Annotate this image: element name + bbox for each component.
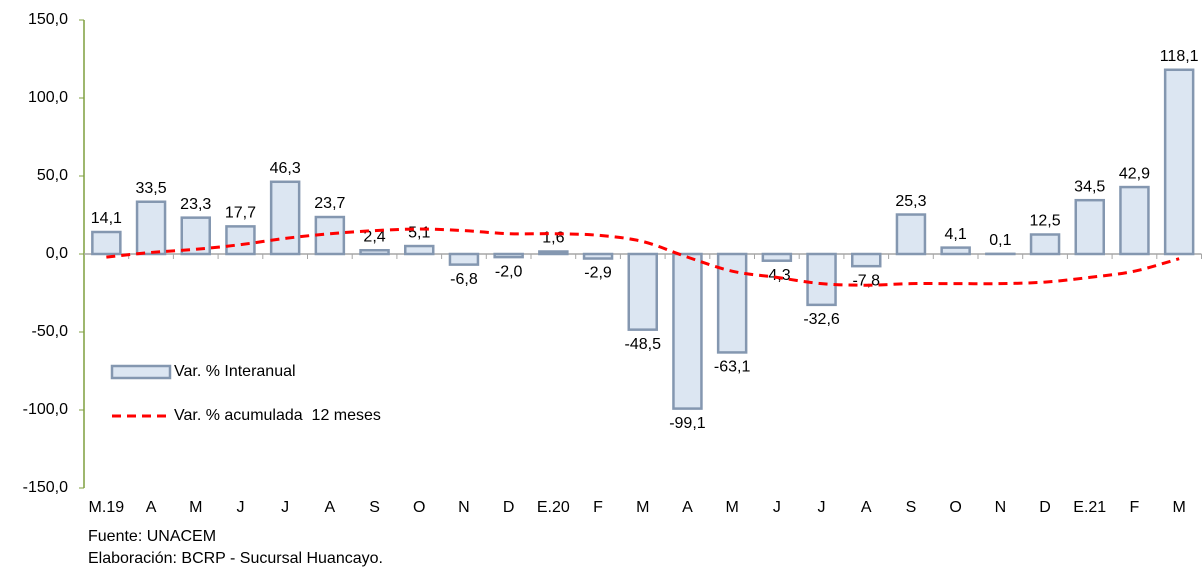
- value-label: -63,1: [714, 359, 751, 376]
- bar: [493, 252, 524, 259]
- value-label: 5,1: [408, 224, 430, 241]
- x-tick-label: J: [818, 499, 826, 516]
- x-tick-label: F: [593, 499, 603, 516]
- value-label: -99,1: [669, 415, 706, 432]
- value-label: 23,3: [180, 196, 211, 213]
- value-label: 23,7: [314, 195, 345, 212]
- bar: [1074, 198, 1105, 256]
- x-tick-label: S: [369, 499, 380, 516]
- y-tick-label: -100,0: [23, 401, 68, 418]
- value-label: 42,9: [1119, 165, 1150, 182]
- bar: [940, 246, 971, 256]
- bar: [225, 225, 256, 256]
- y-tick-label: 100,0: [28, 89, 68, 106]
- legend-label: Var. % Interanual: [174, 363, 296, 380]
- bar: [359, 249, 390, 256]
- bar: [1029, 233, 1061, 256]
- bar: [582, 252, 614, 260]
- value-label: 34,5: [1074, 178, 1105, 195]
- bar: [851, 252, 882, 268]
- x-tick-label: M.19: [89, 499, 125, 516]
- value-label: 17,7: [225, 205, 256, 222]
- x-tick-label: M: [725, 499, 738, 516]
- x-tick-label: M: [1172, 499, 1185, 516]
- legend-label: Var. % acumulada 12 meses: [174, 407, 381, 424]
- bar: [269, 180, 301, 256]
- x-tick-label: M: [636, 499, 649, 516]
- bar: [895, 213, 927, 256]
- x-tick-label: S: [906, 499, 917, 516]
- source-note: Fuente: UNACEM: [88, 528, 216, 545]
- value-label: 33,5: [135, 180, 166, 197]
- y-tick-label: 0,0: [46, 245, 68, 262]
- legend-swatch: [110, 364, 172, 380]
- value-label: 14,1: [91, 210, 122, 227]
- line: [106, 227, 1180, 287]
- bar: [404, 244, 435, 256]
- y-tick-label: 150,0: [28, 11, 68, 28]
- x-tick-label: A: [682, 499, 693, 516]
- value-label: -32,6: [803, 311, 840, 328]
- value-label: 118,1: [1160, 48, 1199, 65]
- value-label: 25,3: [895, 193, 926, 210]
- bar: [538, 250, 569, 256]
- y-tick-label: -50,0: [32, 323, 69, 340]
- value-label: -2,0: [495, 263, 523, 280]
- value-label: 46,3: [270, 160, 301, 177]
- value-label: 0,1: [989, 232, 1011, 249]
- y-tick-label: 50,0: [37, 167, 68, 184]
- x-tick-label: E.21: [1073, 499, 1106, 516]
- bar: [672, 252, 703, 410]
- x-tick-label: J: [773, 499, 781, 516]
- x-tick-label: O: [413, 499, 425, 516]
- x-tick-label: F: [1130, 499, 1140, 516]
- value-label: 2,4: [363, 228, 385, 245]
- value-label: 12,5: [1029, 213, 1060, 230]
- value-label: 4,1: [945, 226, 967, 243]
- x-tick-label: E.20: [537, 499, 570, 516]
- x-tick-label: J: [281, 499, 289, 516]
- x-tick-label: N: [995, 499, 1007, 516]
- bar: [627, 252, 658, 331]
- x-tick-label: D: [503, 499, 515, 516]
- value-label: -6,8: [450, 271, 478, 288]
- x-tick-label: A: [146, 499, 157, 516]
- x-tick-label: M: [189, 499, 202, 516]
- bar: [761, 252, 793, 262]
- value-label: -2,9: [584, 265, 612, 282]
- x-tick-label: O: [949, 499, 961, 516]
- x-tick-label: N: [458, 499, 470, 516]
- bar: [1119, 185, 1150, 256]
- bar: [180, 216, 211, 256]
- bar: [135, 200, 167, 256]
- bar: [806, 252, 837, 307]
- value-label: -48,5: [625, 336, 662, 353]
- y-tick-label: -150,0: [23, 479, 68, 496]
- bar: [1163, 68, 1195, 256]
- bar: [91, 230, 122, 256]
- value-label: -7,8: [852, 272, 880, 289]
- x-tick-label: A: [861, 499, 872, 516]
- x-tick-label: A: [325, 499, 336, 516]
- value-label: -4,3: [763, 267, 791, 284]
- credit-note: Elaboración: BCRP - Sucursal Huancayo.: [88, 550, 383, 567]
- x-tick-label: D: [1039, 499, 1051, 516]
- bar: [448, 252, 480, 266]
- x-tick-label: J: [236, 499, 244, 516]
